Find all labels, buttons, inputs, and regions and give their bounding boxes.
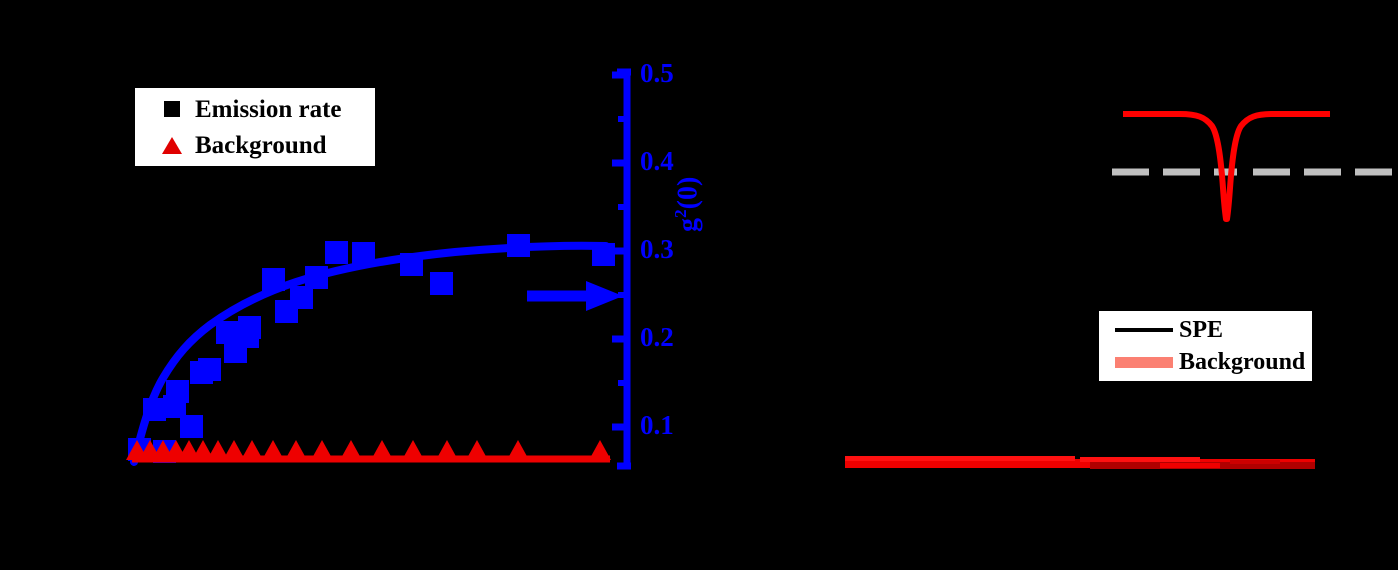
axis-title-g: g (672, 218, 704, 232)
legend-item-background: Background (149, 127, 375, 163)
g2-inset (1112, 111, 1392, 222)
legend-label-background: Background (195, 131, 327, 159)
saturation-plot-svg (126, 68, 631, 470)
background-series (126, 440, 611, 463)
legend-item-background: Background (1109, 346, 1312, 378)
emission-legend: Emission rate Background (133, 86, 377, 168)
saturation-panel: Emission rate Background 0.5 0.4 0.3 0.2… (126, 58, 704, 470)
background-time-trace (845, 456, 1315, 469)
g2-trace-svg (845, 111, 1392, 469)
line-marker-icon (1109, 328, 1179, 332)
thick-line-marker-icon (1109, 356, 1179, 368)
axis-title-tail: (0) (672, 176, 704, 210)
legend-item-emission-rate: Emission rate (149, 91, 375, 127)
ytick-label-0-1: 0.1 (640, 410, 674, 440)
right-y-axis (612, 68, 631, 470)
legend-label-background: Background (1179, 349, 1306, 375)
ytick-label-0-2: 0.2 (640, 322, 674, 352)
right-axis-arrow-icon (527, 281, 623, 311)
square-marker-icon (149, 101, 195, 117)
axis-title-exponent: 2 (671, 209, 690, 218)
saturation-fit-curve (130, 241, 610, 466)
legend-label-spe: SPE (1179, 317, 1224, 343)
right-axis-title: g2(0) (671, 176, 704, 232)
spe-legend: SPE Background (1098, 310, 1313, 382)
ytick-label-0-4: 0.4 (640, 146, 674, 176)
g2-trace-panel: SPE Background (760, 0, 1398, 570)
legend-label-emission-rate: Emission rate (195, 95, 342, 123)
g2-dip-curve (1123, 111, 1330, 222)
emission-rate-points (128, 234, 615, 463)
legend-item-spe: SPE (1109, 314, 1312, 346)
ytick-label-0-3: 0.3 (640, 234, 674, 264)
ytick-label-0-5: 0.5 (640, 58, 674, 88)
triangle-marker-icon (149, 136, 195, 154)
